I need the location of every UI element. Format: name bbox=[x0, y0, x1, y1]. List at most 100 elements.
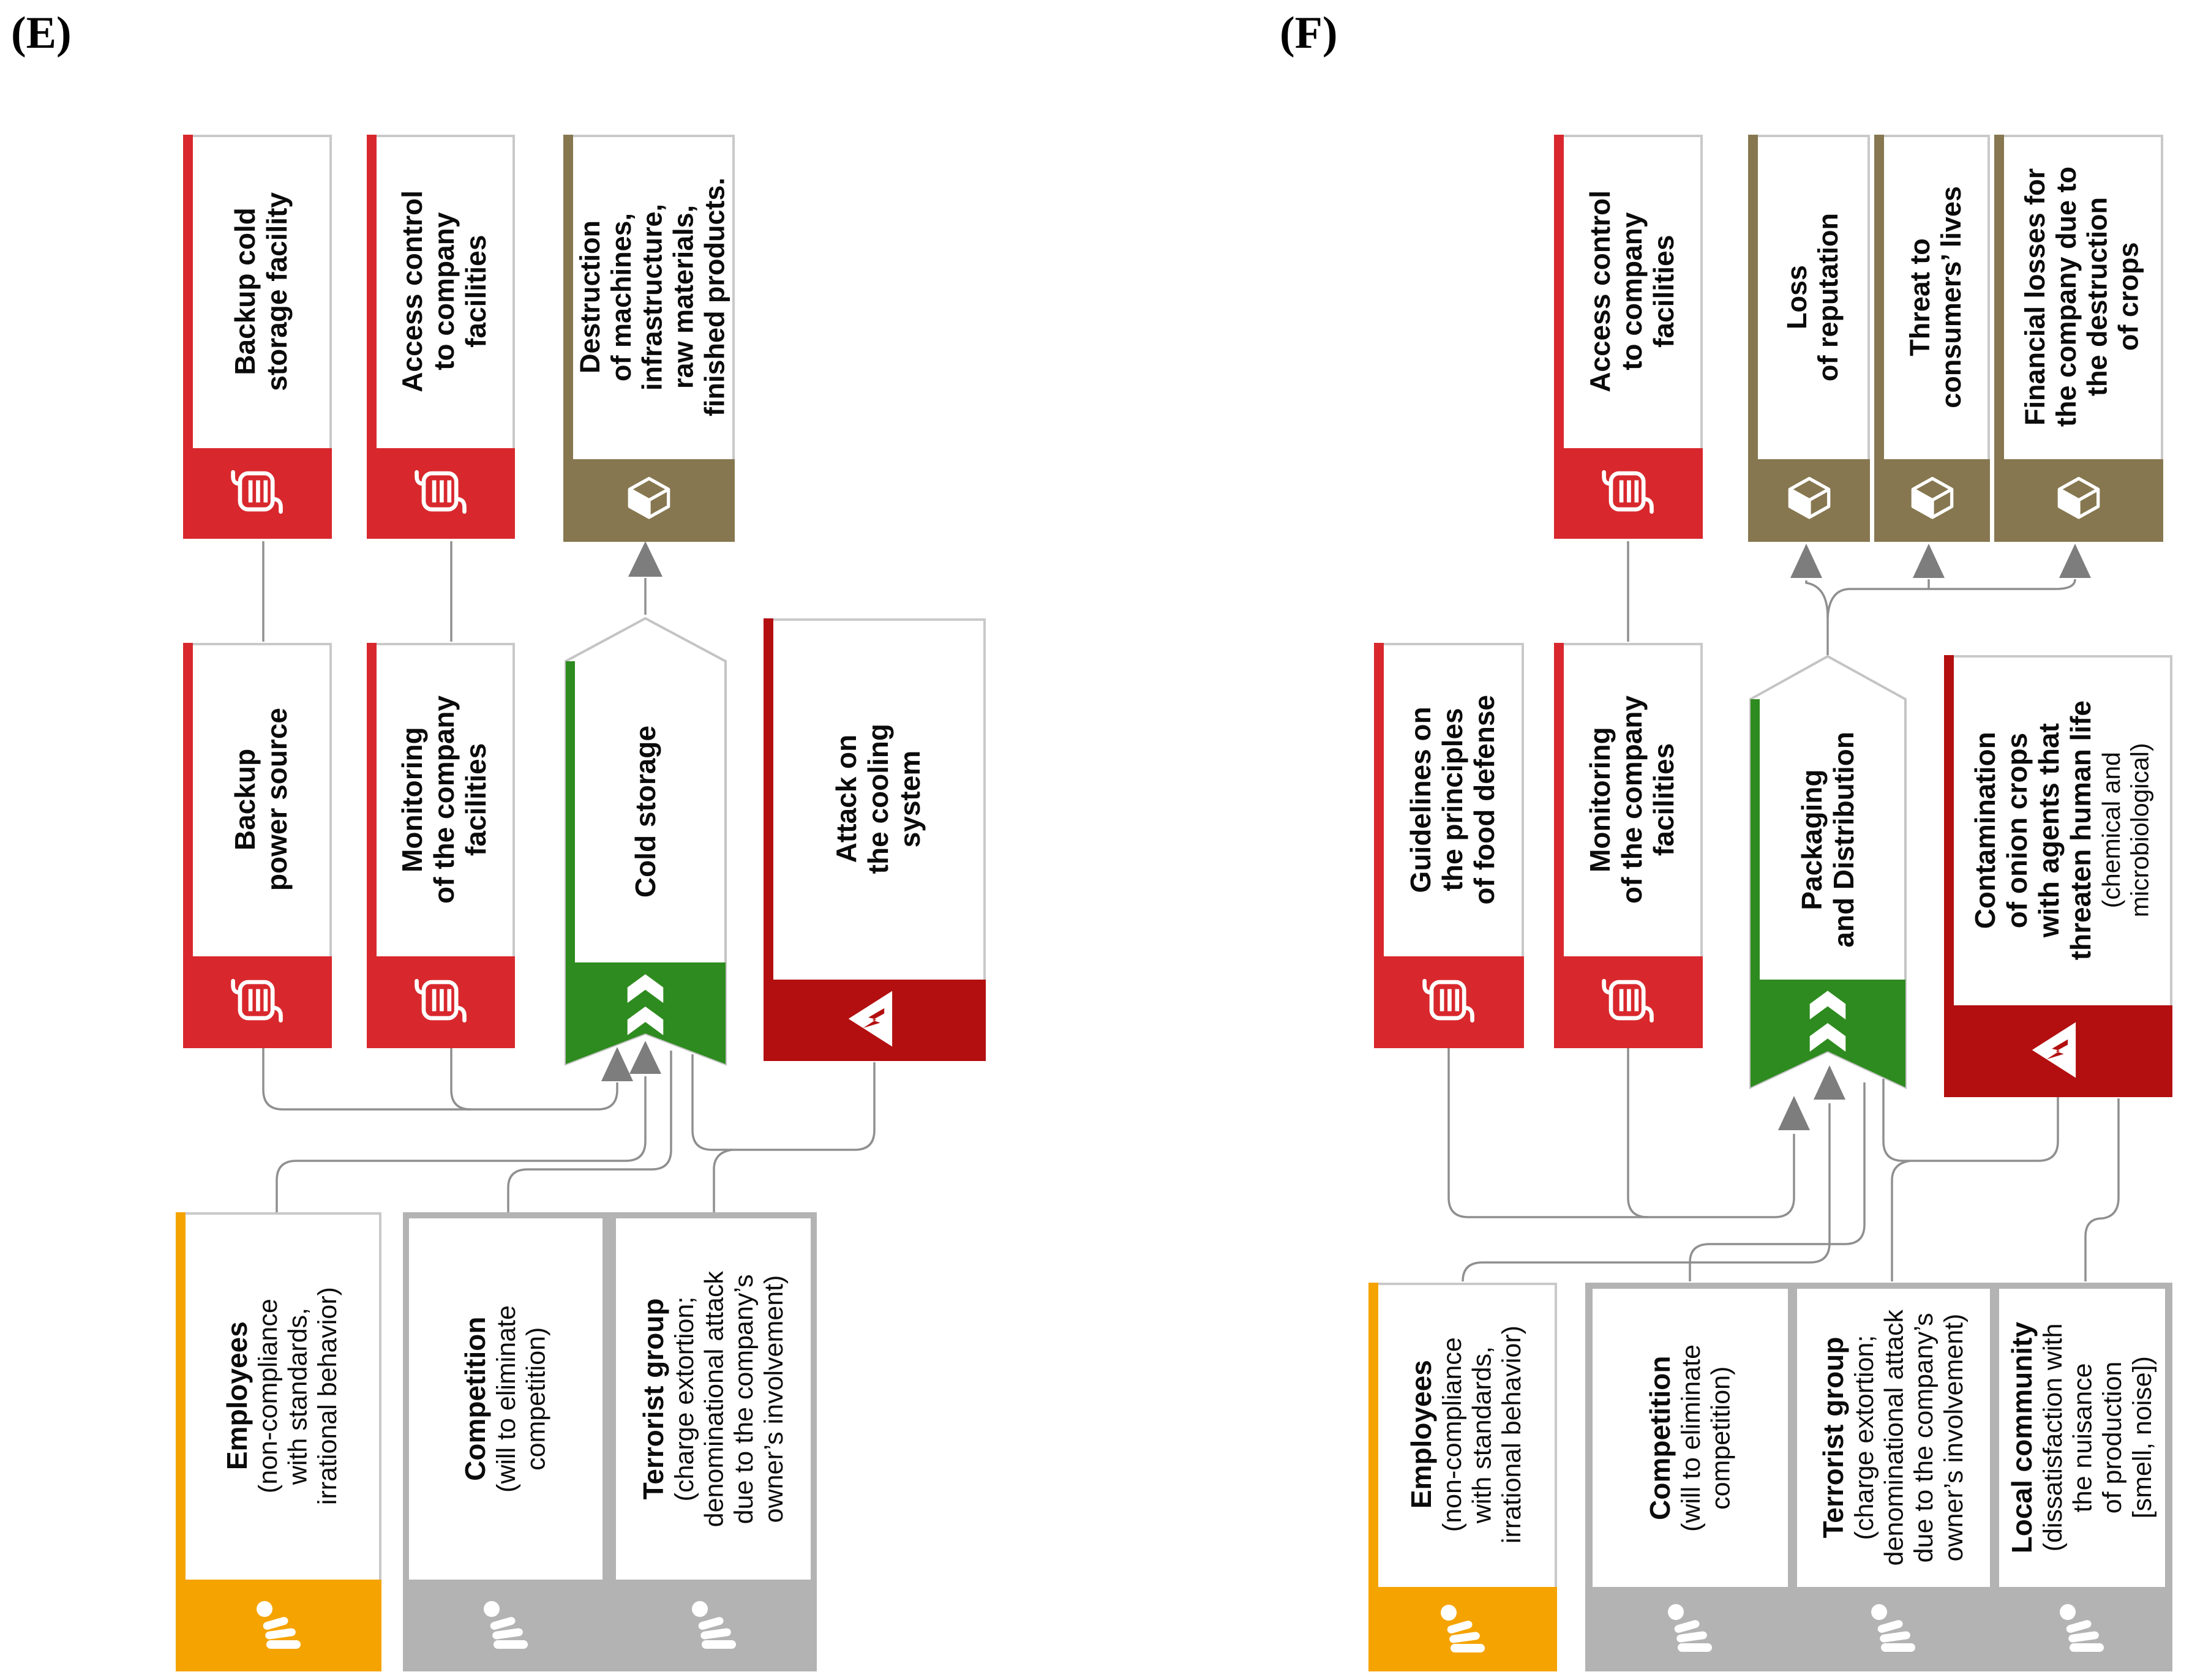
accent-stripe bbox=[1748, 135, 1758, 542]
process-footer-icon bbox=[621, 969, 669, 1044]
box-label: Competition (will to eliminate competitio… bbox=[459, 1305, 551, 1493]
scroll-icon bbox=[414, 470, 467, 514]
source-box-employees-e: Employees (non-compliance with standards,… bbox=[176, 1212, 381, 1671]
accent-stripe bbox=[183, 643, 193, 1048]
control-footer bbox=[1374, 956, 1524, 1048]
scroll-icon bbox=[1422, 978, 1474, 1023]
outcome-footer bbox=[1748, 459, 1870, 542]
box-label: Backup cold storage facility bbox=[228, 192, 293, 391]
control-footer bbox=[367, 956, 515, 1048]
control-box-guidelines: Guidelines on the principles of food def… bbox=[1374, 643, 1524, 1048]
source-box-employees-f: Employees (non-compliance with standards,… bbox=[1368, 1283, 1557, 1671]
source-cell-terrorist-e: Terrorist group (charge extortion; denomi… bbox=[616, 1218, 811, 1580]
arrow-f-notch-left bbox=[1778, 1096, 1810, 1130]
arrow-f-out3 bbox=[2059, 544, 2091, 578]
control-footer bbox=[367, 448, 515, 539]
accent-stripe bbox=[1554, 135, 1564, 539]
connector-f-banner-out1 bbox=[1805, 580, 1829, 655]
chevrons-icon bbox=[627, 974, 664, 1035]
connector-e-controls-banner bbox=[262, 1048, 618, 1111]
accent-stripe bbox=[183, 135, 193, 539]
box-label: Monitoring of the company facilities bbox=[1583, 696, 1680, 904]
source-cell-competition-f: Competition (will to eliminate competitio… bbox=[1593, 1289, 1788, 1587]
process-footer-icon bbox=[1804, 986, 1852, 1061]
source-footer bbox=[2051, 1592, 2112, 1665]
accent-stripe bbox=[1368, 1283, 1378, 1671]
accent-stripe bbox=[176, 1212, 186, 1671]
source-footer bbox=[176, 1580, 381, 1671]
outcome-box-financial-losses: Financial losses for the company due to … bbox=[1994, 135, 2163, 542]
source-group-f: Competition (will to eliminate competitio… bbox=[1585, 1283, 2172, 1671]
outcome-footer bbox=[1874, 459, 1990, 542]
control-box-backup-power: Backup power source bbox=[183, 643, 332, 1048]
control-box-access-control-f: Access control to company facilities bbox=[1554, 135, 1703, 539]
accent-stripe bbox=[764, 618, 773, 1061]
arrow-f-out2 bbox=[1913, 544, 1945, 578]
box-label: Employees (non-compliance with standards,… bbox=[221, 1286, 343, 1506]
hazard-triangle-icon bbox=[2032, 1022, 2076, 1078]
control-footer bbox=[183, 956, 332, 1048]
box-label: Destruction of machines, infrastructure,… bbox=[574, 177, 730, 416]
arrow-e-notch-center bbox=[629, 1041, 661, 1074]
source-footer bbox=[1659, 1592, 1721, 1665]
agent-icon bbox=[1668, 1603, 1712, 1652]
cube-icon bbox=[1788, 476, 1830, 519]
control-footer bbox=[183, 448, 332, 539]
agent-icon bbox=[1871, 1603, 1915, 1652]
source-cell-competition-e: Competition (will to eliminate competitio… bbox=[409, 1218, 602, 1580]
banner-label: Packaging and Distribution bbox=[1795, 731, 1860, 948]
box-label: Employees (non-compliance with standards,… bbox=[1405, 1326, 1527, 1544]
accent-stripe bbox=[563, 135, 573, 542]
process-banner-packaging: Packaging and Distribution bbox=[1749, 655, 1907, 1104]
box-label: Loss of reputation bbox=[1781, 212, 1844, 381]
source-footer bbox=[475, 1589, 536, 1662]
hazard-footer bbox=[764, 980, 986, 1061]
hazard-triangle-icon bbox=[848, 991, 892, 1047]
hazard-box-contamination: Contamination of onion crops with agents… bbox=[1944, 655, 2172, 1097]
connector-f-terrorist bbox=[1891, 1160, 1911, 1281]
chevrons-icon bbox=[1809, 991, 1846, 1052]
control-box-backup-cold-storage: Backup cold storage facility bbox=[183, 135, 332, 539]
accent-stripe bbox=[1374, 643, 1384, 1048]
control-box-monitoring-e: Monitoring of the company facilities bbox=[367, 643, 515, 1048]
arrow-e-notch-left bbox=[601, 1047, 633, 1081]
agent-icon bbox=[484, 1600, 528, 1649]
source-footer bbox=[1368, 1587, 1557, 1671]
accent-stripe bbox=[1944, 655, 1954, 1097]
source-footer bbox=[1863, 1592, 1924, 1665]
connector-e-controls-branch bbox=[450, 1048, 471, 1111]
accent-stripe bbox=[1874, 135, 1884, 542]
outcome-footer bbox=[1994, 459, 2163, 542]
control-box-access-control-e: Access control to company facilities bbox=[367, 135, 515, 539]
box-label: Monitoring of the company facilities bbox=[396, 696, 492, 904]
accent-stripe bbox=[1994, 135, 2004, 542]
outcome-box-threat-consumers: Threat to consumers’ lives bbox=[1874, 135, 1990, 542]
connector-f-local-community bbox=[2084, 1098, 2120, 1281]
box-label: Access control to company facilities bbox=[1583, 190, 1680, 392]
source-cell-local-community: Local community (dissatisfaction with the… bbox=[1999, 1289, 2165, 1587]
box-label: Backup power source bbox=[228, 708, 293, 891]
outcome-box-loss-reputation: Loss of reputation bbox=[1748, 135, 1870, 542]
connector-f-competition bbox=[1689, 1082, 1866, 1281]
connector-f-banner-out3 bbox=[1826, 579, 2076, 618]
agent-icon bbox=[257, 1600, 301, 1649]
arrow-e-outcome bbox=[628, 541, 662, 577]
connector-f-employees bbox=[1462, 1103, 1831, 1282]
box-label: Financial losses for the company due to … bbox=[2019, 167, 2144, 427]
banner-label: Cold storage bbox=[629, 726, 661, 898]
box-label: Contamination of onion crops with agents… bbox=[1969, 700, 2154, 961]
agent-icon bbox=[2060, 1603, 2104, 1652]
agent-icon bbox=[1441, 1604, 1485, 1652]
box-label: Access control to company facilities bbox=[396, 190, 492, 392]
cube-icon bbox=[628, 476, 670, 519]
source-footer bbox=[683, 1589, 745, 1662]
outcome-footer bbox=[563, 459, 735, 542]
connector-e-competition bbox=[507, 1051, 672, 1212]
arrow-f-notch-center bbox=[1814, 1065, 1845, 1100]
cube-icon bbox=[2057, 476, 2100, 519]
accent-stripe bbox=[367, 643, 377, 1048]
hazard-box-attack-cooling: Attack on the cooling system bbox=[764, 618, 986, 1061]
agent-icon bbox=[692, 1600, 736, 1649]
